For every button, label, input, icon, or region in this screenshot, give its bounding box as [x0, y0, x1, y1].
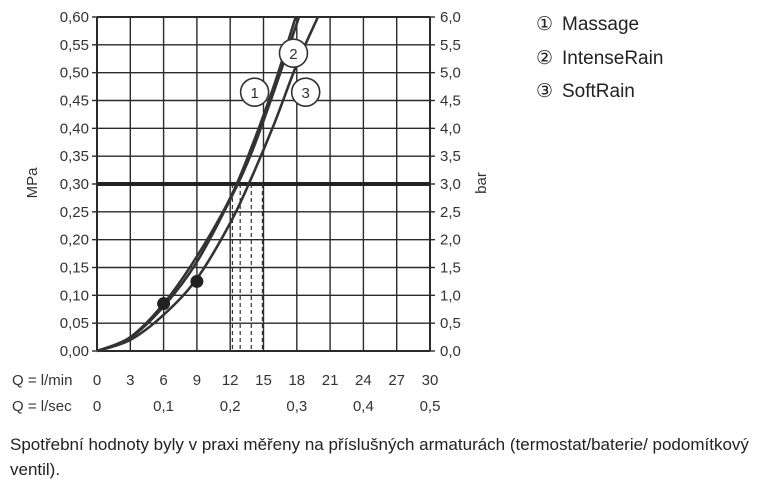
y-left-tick-label: 0,40 [60, 120, 89, 137]
x-lmin-tick-label: 3 [126, 372, 134, 389]
y-right-tick-label: 5,5 [440, 37, 461, 54]
x-lsec-tick-label: 0,5 [420, 398, 441, 415]
y-right-axis-label: bar [473, 172, 490, 194]
x-lsec-tick-label: 0 [93, 398, 101, 415]
curve-marker [190, 274, 204, 288]
x-lsec-tick-label: 0,1 [153, 398, 174, 415]
curves [96, 16, 320, 353]
x-lmin-axis-label: Q = l/min [12, 372, 72, 389]
curve-3 [96, 16, 320, 353]
curve-marker [157, 297, 171, 311]
x-lmin-tick-label: 15 [255, 372, 272, 389]
y-right-tick-label: 6,0 [440, 9, 461, 26]
y-left-tick-label: 0,00 [60, 343, 89, 360]
y-right-tick-label: 5,0 [440, 65, 461, 82]
y-right-tick-label: 4,5 [440, 93, 461, 110]
y-left-axis-label: MPa [24, 167, 41, 199]
curve-label-text: 2 [289, 46, 297, 63]
legend-marker: ② [536, 47, 554, 69]
x-lsec-tick-label: 0,3 [286, 398, 307, 415]
legend-item-massage: ① Massage [536, 8, 663, 42]
y-right-tick-label: 1,0 [440, 287, 461, 304]
legend-marker: ① [536, 14, 554, 35]
y-left-tick-label: 0,55 [60, 37, 89, 54]
y-left-tick-label: 0,05 [60, 315, 89, 332]
curve-label-3: 3 [290, 77, 321, 107]
footnote: Spotřební hodnoty byly v praxi měřeny na… [10, 435, 749, 479]
curve-label-text: 3 [302, 85, 310, 102]
legend-item-softrain: ③ SoftRain [536, 75, 663, 109]
x-lmin-tick-label: 27 [388, 372, 405, 389]
y-right-tick-label: 0,0 [440, 343, 461, 360]
curve-label-circle [239, 77, 270, 107]
x-lmin-tick-label: 30 [422, 372, 439, 389]
tick-labels: 0,000,050,100,150,200,250,300,350,400,45… [60, 9, 461, 415]
x-lmin-tick-label: 12 [222, 372, 239, 389]
curve-label-1: 1 [239, 77, 270, 107]
x-lmin-tick-label: 18 [288, 372, 305, 389]
y-right-tick-label: 3,0 [440, 176, 461, 193]
curve-labels: 1 2 3 [239, 38, 321, 107]
x-lmin-tick-label: 9 [193, 372, 201, 389]
x-lsec-axis-label: Q = l/sec [12, 398, 72, 415]
y-right-tick-label: 1,5 [440, 260, 461, 277]
x-lmin-tick-label: 6 [159, 372, 167, 389]
y-left-tick-label: 0,10 [60, 287, 89, 304]
legend-item-intenserain: ② IntenseRain [536, 42, 663, 76]
legend-label: Massage [562, 14, 640, 35]
curve-label-circle [278, 38, 309, 68]
x-lmin-tick-label: 21 [322, 372, 339, 389]
y-right-tick-label: 2,5 [440, 204, 461, 221]
y-left-tick-label: 0,30 [60, 176, 89, 193]
curve-label-circle [290, 77, 321, 107]
y-left-tick-label: 0,20 [60, 232, 89, 249]
legend-label: IntenseRain [562, 47, 664, 69]
x-lsec-tick-label: 0,4 [353, 398, 374, 415]
curve-label-text: 1 [250, 85, 258, 102]
y-left-tick-label: 0,35 [60, 148, 89, 165]
y-right-tick-label: 0,5 [440, 315, 461, 332]
y-left-tick-label: 0,60 [60, 9, 89, 26]
y-left-tick-label: 0,50 [60, 65, 89, 82]
x-lsec-tick-label: 0,2 [220, 398, 241, 415]
x-lmin-tick-label: 24 [355, 372, 372, 389]
y-right-tick-label: 4,0 [440, 120, 461, 137]
y-left-tick-label: 0,15 [60, 260, 89, 277]
pressure-flow-chart: 123 0,000,050,100,150,200,250,300,350,40… [12, 9, 490, 415]
legend-label: SoftRain [562, 81, 635, 102]
x-lmin-tick-label: 0 [93, 372, 101, 389]
curve-label-2: 2 [278, 38, 309, 68]
y-right-tick-label: 3,5 [440, 148, 461, 165]
y-left-tick-label: 0,25 [60, 204, 89, 221]
y-right-tick-label: 2,0 [440, 232, 461, 249]
y-left-tick-label: 0,45 [60, 93, 89, 110]
markers [157, 274, 204, 311]
curve-2 [96, 16, 301, 353]
legend: ① Massage ② IntenseRain ③ SoftRain [536, 8, 663, 109]
legend-marker: ③ [536, 81, 554, 102]
